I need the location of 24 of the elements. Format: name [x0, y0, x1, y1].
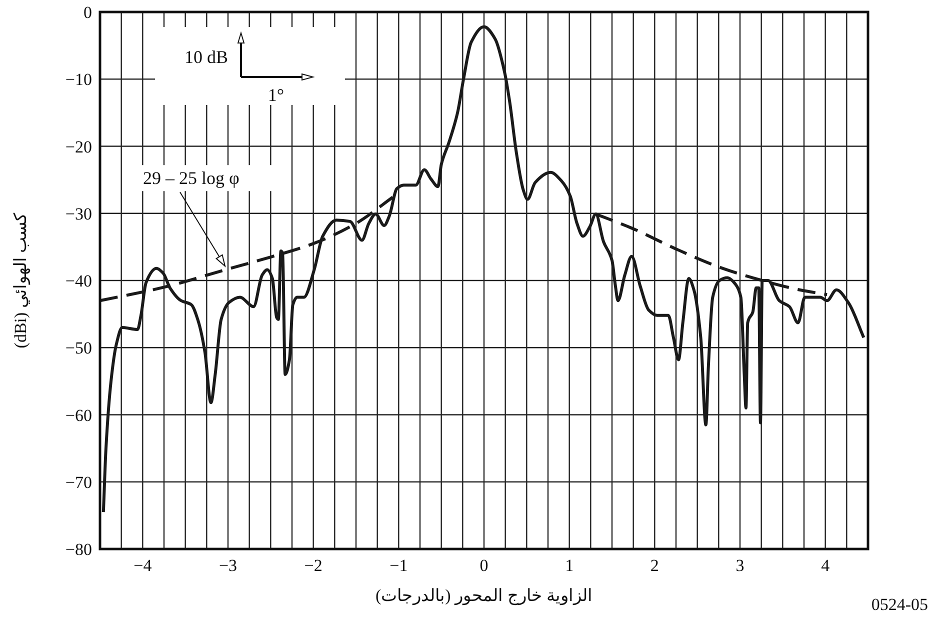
y-tick-label: 0	[84, 3, 92, 22]
y-tick-label: −70	[65, 472, 92, 492]
x-tick-label: −1	[390, 556, 408, 575]
x-tick-label: −2	[304, 556, 322, 575]
y-tick-label: −40	[65, 272, 92, 290]
x-tick-label: 3	[736, 556, 744, 575]
x-tick-label: 4	[821, 556, 830, 575]
y-tick-label: −20	[65, 137, 92, 156]
annotation: 29 – 25 log φ	[143, 168, 240, 188]
y-tick-label: −80	[65, 540, 92, 559]
x-axis-title: الزاوية خارج المحور (بالدرجات)	[375, 586, 593, 606]
y-tick-label: −10	[65, 70, 92, 90]
y-tick-label: −50	[65, 338, 92, 358]
x-tick-label: 2	[650, 556, 659, 575]
x-tick-label: 1	[565, 556, 574, 575]
annotation: 1°	[268, 85, 284, 105]
x-tick-label: 0	[480, 556, 488, 575]
x-tick-label: −3	[218, 556, 238, 575]
x-tick-label: −4	[134, 556, 152, 575]
y-tick-label: −60	[65, 406, 92, 425]
y-axis-title: كسب الهوائي (dBi)	[11, 212, 31, 348]
y-tick-label: −30	[65, 204, 92, 224]
text: 0524-05	[871, 595, 928, 614]
annotation: 10 dB	[184, 47, 228, 67]
